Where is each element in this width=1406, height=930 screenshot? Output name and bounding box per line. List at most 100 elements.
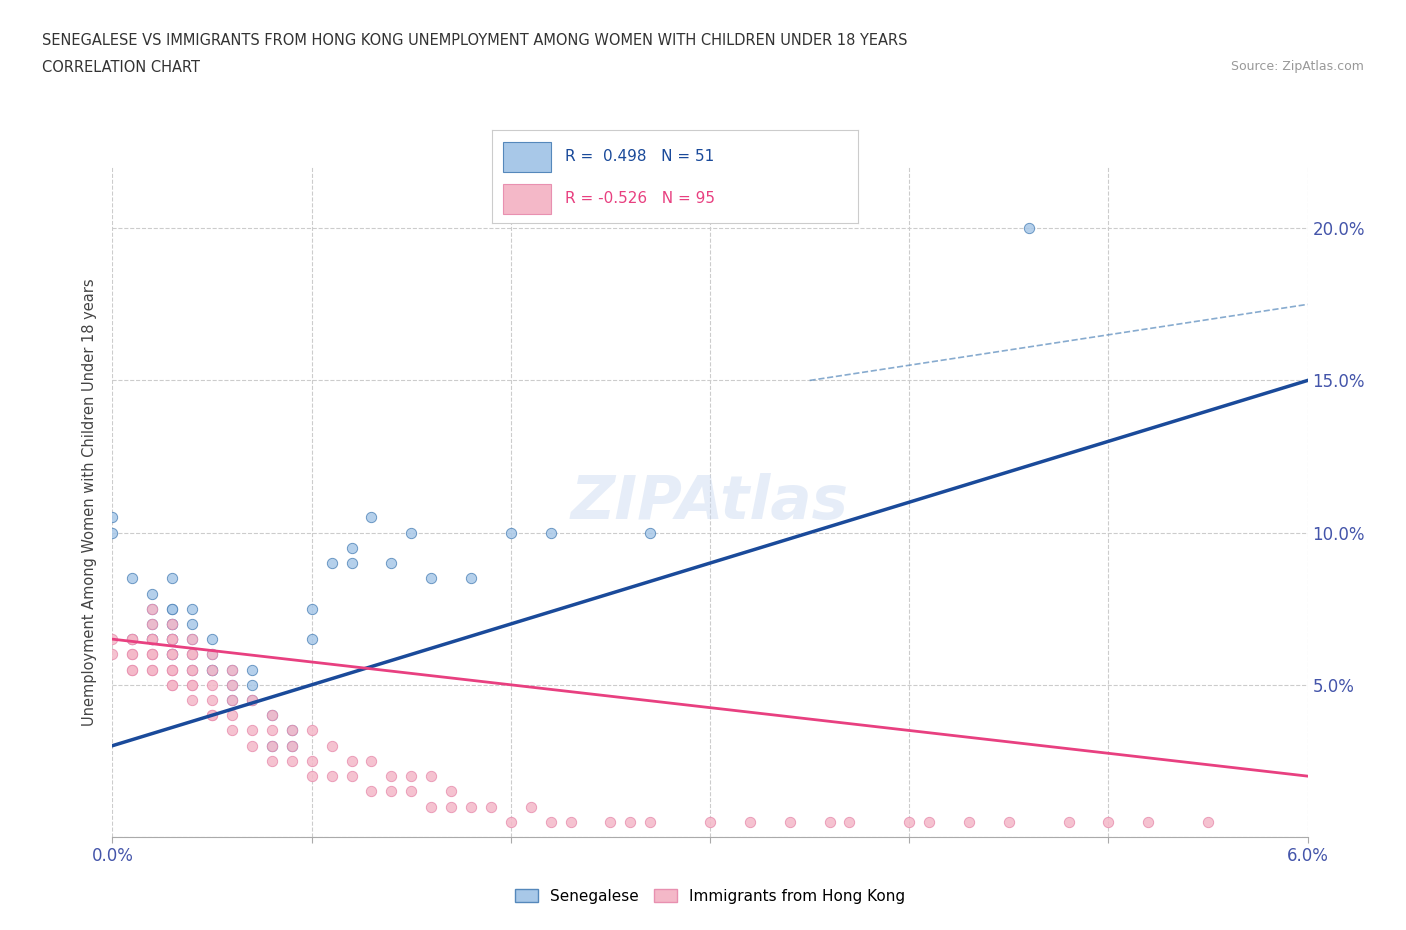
- Point: [141, 631, 163, 646]
- Point: [181, 677, 204, 692]
- Point: [121, 631, 143, 646]
- Point: [1097, 815, 1119, 830]
- Point: [162, 662, 183, 677]
- Point: [281, 738, 304, 753]
- Point: [260, 738, 283, 753]
- Point: [340, 555, 363, 570]
- FancyBboxPatch shape: [503, 184, 551, 214]
- Point: [281, 738, 304, 753]
- Point: [499, 815, 522, 830]
- Point: [201, 662, 224, 677]
- Point: [1197, 815, 1219, 830]
- Point: [181, 662, 204, 677]
- Point: [1137, 815, 1160, 830]
- Point: [121, 662, 143, 677]
- Point: [321, 769, 343, 784]
- Point: [141, 647, 163, 662]
- Point: [162, 631, 183, 646]
- Point: [162, 662, 183, 677]
- Point: [121, 571, 143, 586]
- Point: [162, 631, 183, 646]
- Point: [998, 815, 1021, 830]
- Point: [181, 602, 204, 617]
- Point: [260, 708, 283, 723]
- Point: [162, 662, 183, 677]
- Point: [599, 815, 621, 830]
- Point: [380, 769, 402, 784]
- Point: [201, 647, 224, 662]
- Point: [162, 631, 183, 646]
- Point: [181, 677, 204, 692]
- Point: [380, 555, 402, 570]
- Point: [181, 662, 204, 677]
- Point: [301, 769, 323, 784]
- Point: [619, 815, 641, 830]
- Point: [181, 693, 204, 708]
- Point: [162, 617, 183, 631]
- Point: [738, 815, 761, 830]
- Point: [321, 738, 343, 753]
- Point: [221, 677, 243, 692]
- Point: [181, 662, 204, 677]
- Point: [141, 662, 163, 677]
- Point: [141, 602, 163, 617]
- Point: [460, 571, 482, 586]
- Point: [162, 647, 183, 662]
- Point: [401, 769, 423, 784]
- Point: [380, 784, 402, 799]
- Point: [221, 723, 243, 737]
- Point: [181, 631, 204, 646]
- Point: [1057, 815, 1080, 830]
- Point: [838, 815, 860, 830]
- Point: [420, 769, 443, 784]
- Point: [240, 723, 263, 737]
- Point: [141, 617, 163, 631]
- Point: [141, 631, 163, 646]
- Point: [162, 647, 183, 662]
- Point: [260, 738, 283, 753]
- Point: [240, 693, 263, 708]
- Point: [360, 753, 382, 768]
- Point: [201, 693, 224, 708]
- Point: [121, 631, 143, 646]
- Point: [699, 815, 721, 830]
- Point: [121, 647, 143, 662]
- Point: [340, 540, 363, 555]
- Point: [201, 631, 224, 646]
- Point: [162, 647, 183, 662]
- Point: [420, 571, 443, 586]
- Point: [221, 693, 243, 708]
- Point: [1018, 220, 1040, 235]
- Point: [401, 784, 423, 799]
- Point: [181, 647, 204, 662]
- Point: [201, 647, 224, 662]
- Point: [201, 677, 224, 692]
- Point: [638, 525, 662, 540]
- Point: [401, 525, 423, 540]
- Point: [460, 799, 482, 814]
- Point: [360, 784, 382, 799]
- Point: [240, 693, 263, 708]
- Text: SENEGALESE VS IMMIGRANTS FROM HONG KONG UNEMPLOYMENT AMONG WOMEN WITH CHILDREN U: SENEGALESE VS IMMIGRANTS FROM HONG KONG …: [42, 33, 908, 47]
- Point: [181, 631, 204, 646]
- Point: [141, 586, 163, 601]
- Point: [141, 631, 163, 646]
- Point: [162, 617, 183, 631]
- Point: [540, 525, 562, 540]
- Point: [181, 647, 204, 662]
- Point: [281, 723, 304, 737]
- Point: [162, 677, 183, 692]
- Text: ZIPAtlas: ZIPAtlas: [571, 472, 849, 532]
- Point: [162, 647, 183, 662]
- Point: [141, 647, 163, 662]
- Point: [221, 662, 243, 677]
- Point: [340, 753, 363, 768]
- Point: [240, 677, 263, 692]
- Point: [301, 631, 323, 646]
- Point: [301, 723, 323, 737]
- Point: [201, 708, 224, 723]
- Point: [221, 662, 243, 677]
- Point: [221, 693, 243, 708]
- Point: [101, 631, 124, 646]
- Point: [201, 662, 224, 677]
